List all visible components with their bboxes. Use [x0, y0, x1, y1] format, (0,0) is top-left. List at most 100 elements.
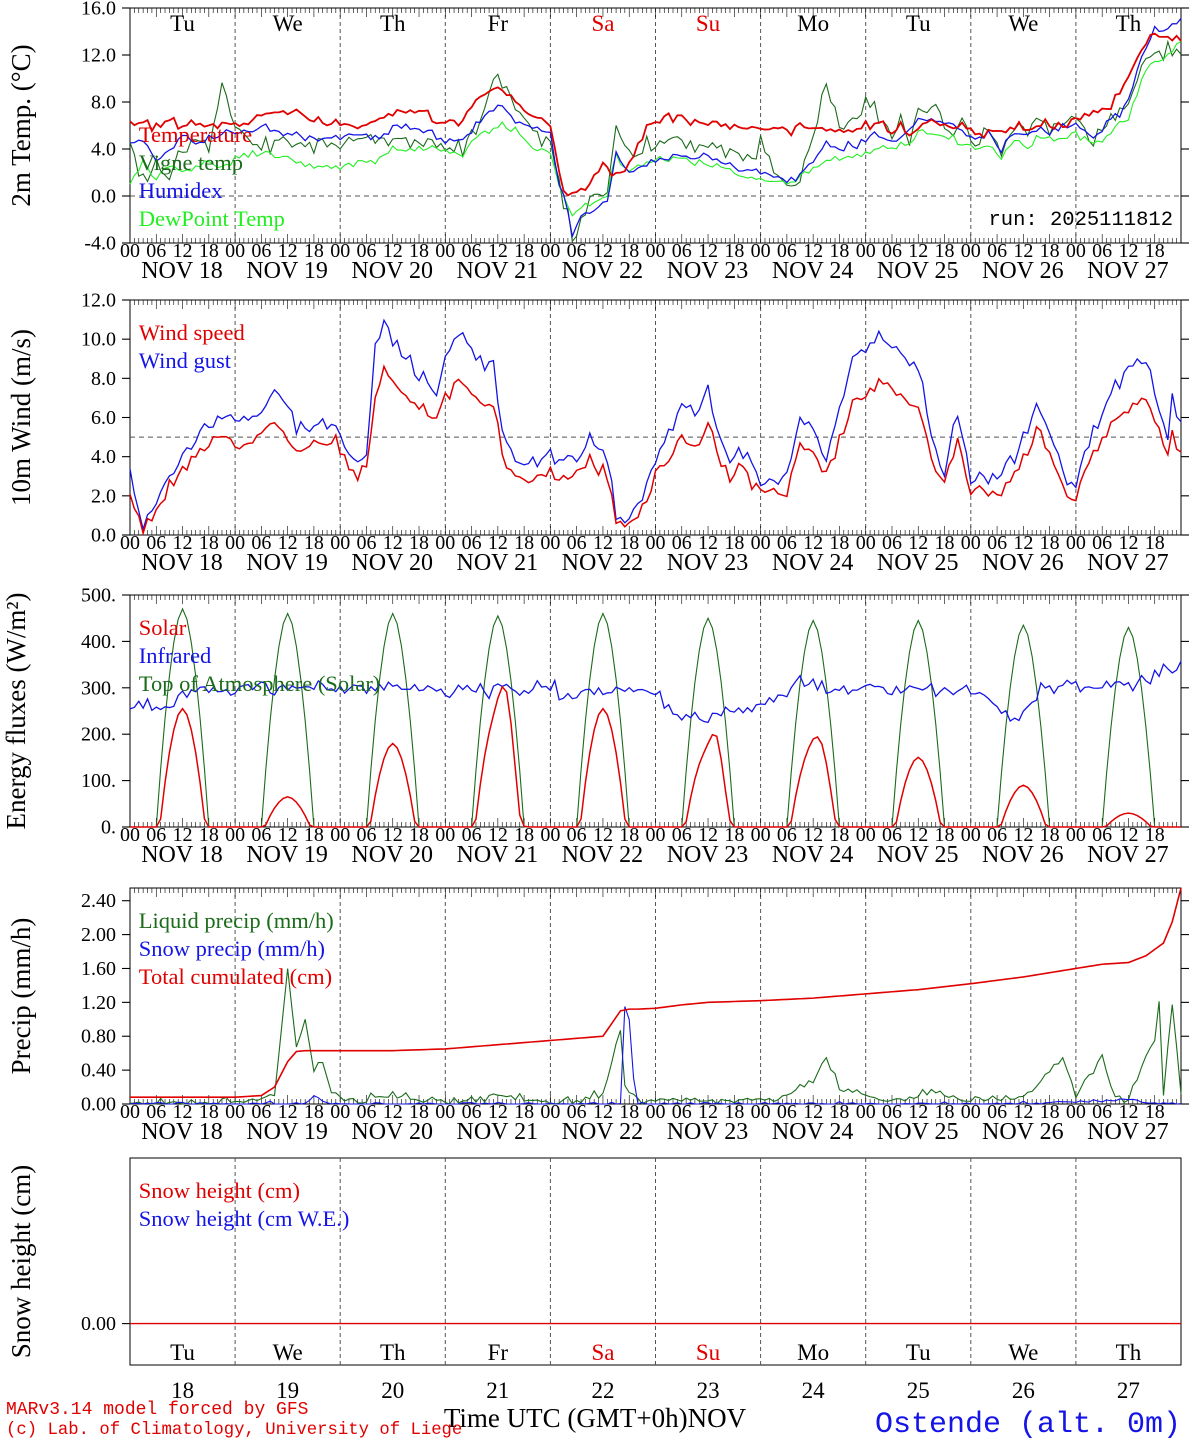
svg-text:00: 00 [751, 240, 771, 262]
svg-text:300.: 300. [81, 677, 116, 699]
svg-text:Liquid precip (mm/h): Liquid precip (mm/h) [139, 908, 334, 933]
svg-text:NOV 21: NOV 21 [457, 1119, 539, 1145]
svg-text:NOV 21: NOV 21 [457, 550, 539, 576]
svg-text:00: 00 [540, 240, 560, 262]
svg-text:NOV 22: NOV 22 [562, 842, 644, 868]
svg-text:00: 00 [225, 532, 245, 554]
svg-text:Mo: Mo [797, 11, 829, 36]
svg-text:00: 00 [856, 824, 876, 846]
svg-text:NOV 19: NOV 19 [246, 1119, 328, 1145]
svg-text:00: 00 [540, 1101, 560, 1123]
svg-text:NOV 18: NOV 18 [141, 1119, 223, 1145]
svg-text:NOV 26: NOV 26 [982, 842, 1064, 868]
svg-text:NOV 19: NOV 19 [246, 258, 328, 284]
svg-text:12.0: 12.0 [81, 45, 116, 67]
svg-text:00: 00 [856, 240, 876, 262]
svg-text:00: 00 [961, 532, 981, 554]
svg-text:Th: Th [1116, 11, 1142, 36]
svg-text:Humidex: Humidex [139, 178, 223, 203]
svg-text:DewPoint Temp: DewPoint Temp [139, 206, 285, 231]
svg-text:-4.0: -4.0 [84, 233, 116, 255]
svg-text:1.60: 1.60 [81, 958, 116, 980]
svg-text:Precip (mm/h): Precip (mm/h) [6, 918, 36, 1075]
svg-text:Solar: Solar [139, 615, 187, 640]
svg-text:Snow height (cm): Snow height (cm) [139, 1178, 300, 1203]
svg-text:00: 00 [435, 824, 455, 846]
svg-text:Ostende (alt. 0m): Ostende (alt. 0m) [875, 1408, 1181, 1440]
svg-text:00: 00 [856, 532, 876, 554]
svg-text:0.80: 0.80 [81, 1026, 116, 1048]
svg-text:Snow precip (mm/h): Snow precip (mm/h) [139, 936, 325, 961]
svg-text:00: 00 [540, 824, 560, 846]
svg-text:NOV 23: NOV 23 [667, 258, 749, 284]
svg-text:NOV 24: NOV 24 [772, 550, 854, 576]
svg-text:00: 00 [120, 532, 140, 554]
svg-text:Tu: Tu [906, 1340, 931, 1365]
svg-text:00: 00 [961, 240, 981, 262]
svg-text:Infrared: Infrared [139, 643, 211, 668]
svg-text:Energy fluxes (W/m²): Energy fluxes (W/m²) [1, 592, 31, 829]
svg-text:00: 00 [1066, 1101, 1086, 1123]
svg-text:NOV 27: NOV 27 [1087, 1119, 1169, 1145]
svg-text:NOV 21: NOV 21 [457, 258, 539, 284]
svg-text:00: 00 [120, 824, 140, 846]
svg-text:Wind gust: Wind gust [139, 348, 232, 373]
svg-text:2.0: 2.0 [91, 485, 116, 507]
svg-text:00: 00 [540, 532, 560, 554]
svg-text:22: 22 [592, 1378, 615, 1403]
svg-text:16.0: 16.0 [81, 0, 116, 20]
svg-text:Snow height (cm W.E.): Snow height (cm W.E.) [139, 1206, 350, 1231]
svg-text:NOV 27: NOV 27 [1087, 550, 1169, 576]
svg-text:Top of Atmosphere (Solar): Top of Atmosphere (Solar) [139, 671, 381, 696]
svg-text:10.0: 10.0 [81, 329, 116, 351]
svg-text:00: 00 [961, 824, 981, 846]
svg-text:00: 00 [120, 1101, 140, 1123]
svg-text:6.0: 6.0 [91, 407, 116, 429]
svg-text:NOV 22: NOV 22 [562, 258, 644, 284]
svg-text:NOV 23: NOV 23 [667, 842, 749, 868]
svg-text:12.0: 12.0 [81, 290, 116, 312]
svg-text:00: 00 [751, 1101, 771, 1123]
svg-text:NOV 27: NOV 27 [1087, 842, 1169, 868]
svg-text:00: 00 [856, 1101, 876, 1123]
svg-text:NOV 20: NOV 20 [351, 1119, 433, 1145]
svg-text:00: 00 [751, 824, 771, 846]
svg-text:00: 00 [225, 1101, 245, 1123]
svg-text:NOV 20: NOV 20 [351, 842, 433, 868]
svg-text:0.00: 0.00 [81, 1094, 116, 1116]
svg-text:2.40: 2.40 [81, 890, 116, 912]
svg-text:run: 2025111812: run: 2025111812 [988, 209, 1173, 232]
svg-text:NOV 21: NOV 21 [457, 842, 539, 868]
svg-text:00: 00 [1066, 824, 1086, 846]
svg-text:4.0: 4.0 [91, 446, 116, 468]
svg-text:Tu: Tu [170, 11, 195, 36]
svg-text:00: 00 [330, 532, 350, 554]
svg-text:NOV 25: NOV 25 [877, 258, 959, 284]
svg-text:10m Wind (m/s): 10m Wind (m/s) [6, 329, 36, 506]
svg-text:NOV 22: NOV 22 [562, 550, 644, 576]
svg-text:Su: Su [696, 11, 721, 36]
svg-text:2m Temp. (°C): 2m Temp. (°C) [6, 44, 36, 206]
svg-text:Fr: Fr [488, 1340, 509, 1365]
svg-text:00: 00 [435, 240, 455, 262]
svg-text:Fr: Fr [488, 11, 509, 36]
svg-text:NOV 24: NOV 24 [772, 842, 854, 868]
svg-text:NOV 25: NOV 25 [877, 842, 959, 868]
svg-text:Th: Th [380, 11, 406, 36]
svg-text:25: 25 [907, 1378, 930, 1403]
svg-text:20: 20 [381, 1378, 404, 1403]
svg-text:0.0: 0.0 [91, 525, 116, 547]
svg-text:8.0: 8.0 [91, 92, 116, 114]
svg-text:Th: Th [1116, 1340, 1142, 1365]
svg-text:23: 23 [697, 1378, 720, 1403]
svg-text:Tu: Tu [906, 11, 931, 36]
svg-text:Snow height (cm): Snow height (cm) [6, 1165, 36, 1358]
svg-text:NOV 20: NOV 20 [351, 258, 433, 284]
svg-text:00: 00 [435, 532, 455, 554]
svg-text:NOV 26: NOV 26 [982, 550, 1064, 576]
svg-text:We: We [273, 11, 303, 36]
svg-text:We: We [1008, 11, 1038, 36]
svg-text:00: 00 [961, 1101, 981, 1123]
svg-text:NOV 18: NOV 18 [141, 258, 223, 284]
svg-text:0.40: 0.40 [81, 1060, 116, 1082]
